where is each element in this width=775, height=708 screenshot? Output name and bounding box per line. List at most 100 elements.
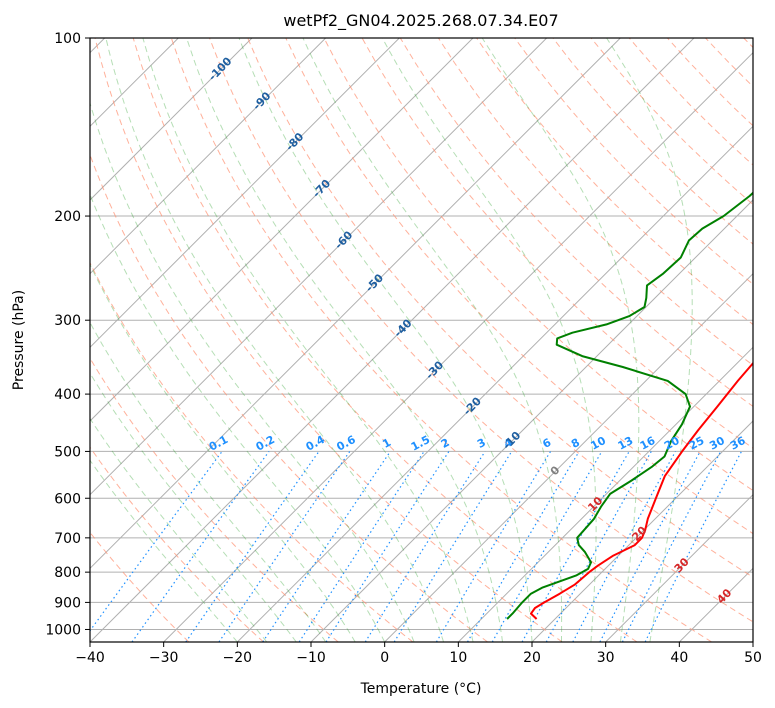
mixing-ratio-line	[572, 451, 677, 642]
isotherm-gridline	[531, 420, 753, 642]
x-axis-label: Temperature (°C)	[360, 681, 482, 697]
background-lines	[90, 38, 753, 642]
isotherm-label: -100	[206, 54, 235, 83]
isotherm-gridline	[752, 641, 753, 642]
mixing-ratio-line	[599, 451, 701, 642]
mixing-ratio-line	[393, 451, 513, 642]
mixing-ratio-label: 16	[638, 434, 658, 453]
dry-adiabat-line	[552, 38, 753, 245]
mixing-ratio-label: 0.1	[207, 433, 230, 454]
dry-adiabat-line	[94, 38, 563, 642]
x-tick-label: −10	[296, 650, 326, 666]
dry-adiabat-line	[90, 261, 414, 642]
dry-adiabat-line	[476, 38, 753, 326]
x-tick-label: 30	[597, 650, 615, 666]
mixing-ratio-line	[218, 451, 351, 642]
isotherm-gridline	[90, 38, 327, 275]
moist-adiabat-line	[481, 38, 640, 642]
dry-adiabat-line	[705, 38, 753, 88]
y-tick-label: 1000	[45, 622, 81, 638]
dry-adiabat-line	[514, 38, 753, 285]
moist-adiabat-line	[90, 101, 415, 642]
dry-adiabat-line	[323, 38, 753, 492]
isotherm-gridline	[605, 493, 753, 642]
mixing-ratio-label: 36	[728, 434, 748, 453]
dry-adiabat-line	[90, 531, 190, 642]
mixing-ratio-line	[298, 451, 425, 642]
moist-adiabat-line	[142, 38, 474, 642]
moist-adiabat-line	[90, 417, 268, 642]
isotherm-gridline	[678, 567, 753, 642]
dry-adiabat-line	[90, 446, 264, 642]
mixing-ratio-label: 20	[662, 434, 682, 453]
mixing-ratio-line	[644, 451, 743, 642]
moist-adiabat-line	[90, 193, 386, 642]
sounding-profile-line	[506, 191, 753, 620]
x-tick-label: 50	[744, 650, 762, 666]
dry-adiabat-line	[90, 153, 488, 642]
isotherm-label: 10	[585, 494, 605, 514]
y-tick-label: 500	[54, 444, 81, 460]
dry-adiabat-line	[667, 38, 753, 127]
mixing-ratio-label: 8	[569, 436, 582, 451]
y-tick-label: 600	[54, 491, 81, 507]
moist-adiabat-line	[90, 459, 238, 642]
moist-adiabat-line	[105, 38, 445, 642]
y-tick-label: 200	[54, 209, 81, 225]
mixing-ratio-label: 13	[616, 434, 636, 453]
dry-adiabat-line	[132, 38, 638, 642]
y-tick-label: 700	[54, 531, 81, 547]
x-tick-label: 40	[670, 650, 688, 666]
isotherm-gridline	[457, 346, 753, 642]
plot-frame	[89, 37, 754, 643]
mixing-ratio-label: 30	[707, 434, 727, 453]
x-tick-label: −40	[75, 650, 105, 666]
moist-adiabat-line	[302, 38, 563, 642]
isotherm-gridline	[90, 38, 695, 642]
x-axis-ticks: −40 −30 −20 −10 0 10 20 30 40 50	[75, 642, 762, 666]
y-tick-label: 300	[54, 313, 81, 329]
dry-adiabat-line	[437, 38, 753, 366]
y-axis-ticks: 100 200 300 400 500 600 700 800 900 1000	[45, 31, 90, 638]
isotherm-gridline	[236, 125, 753, 642]
x-tick-label: 10	[449, 650, 467, 666]
data-lines	[506, 191, 753, 620]
isotherm-gridline	[384, 272, 753, 642]
mixing-ratio-line	[435, 451, 552, 642]
y-axis-label: Pressure (hPa)	[11, 290, 27, 390]
mixing-ratio-line	[521, 451, 630, 642]
moist-adiabat-line	[90, 263, 356, 642]
mixing-ratio-label: 0.4	[304, 433, 328, 454]
dry-adiabat-line	[209, 38, 753, 623]
moist-adiabat-line	[238, 38, 533, 642]
chart-title: wetPf2_GN04.2025.268.07.34.E07	[283, 11, 558, 31]
isotherm-gridline	[90, 38, 621, 570]
y-tick-label: 800	[54, 565, 81, 581]
moist-adiabat-line	[381, 38, 597, 642]
isotherm-gridline	[163, 51, 753, 642]
dry-adiabat-line	[170, 38, 712, 642]
mixing-ratio-label: 3	[475, 436, 488, 451]
mixing-ratio-line	[185, 451, 320, 642]
isotherm-gridline	[90, 38, 400, 349]
mixing-ratio-line	[262, 451, 391, 642]
mixing-ratio-line	[545, 451, 652, 642]
mixing-ratio-label: 2	[439, 436, 452, 451]
dry-adiabat-line	[90, 357, 339, 642]
moist-adiabat-line	[606, 38, 693, 642]
mixing-ratio-label: 10	[588, 434, 608, 453]
isotherm-gridline	[90, 38, 548, 496]
mixing-ratio-line	[364, 451, 486, 642]
y-tick-label: 900	[54, 595, 81, 611]
mixing-ratio-line	[325, 451, 450, 642]
x-tick-label: −20	[223, 650, 253, 666]
moist-adiabat-line	[186, 38, 503, 642]
isotherm-gridline	[90, 38, 253, 201]
mixing-ratio-label: 25	[687, 434, 707, 453]
dry-adiabat-line	[743, 38, 753, 49]
moist-adiabat-line	[90, 321, 327, 642]
y-tick-label: 100	[54, 31, 81, 47]
x-tick-label: −30	[149, 650, 179, 666]
x-tick-label: 20	[523, 650, 541, 666]
isotherm-gridline	[90, 38, 474, 422]
